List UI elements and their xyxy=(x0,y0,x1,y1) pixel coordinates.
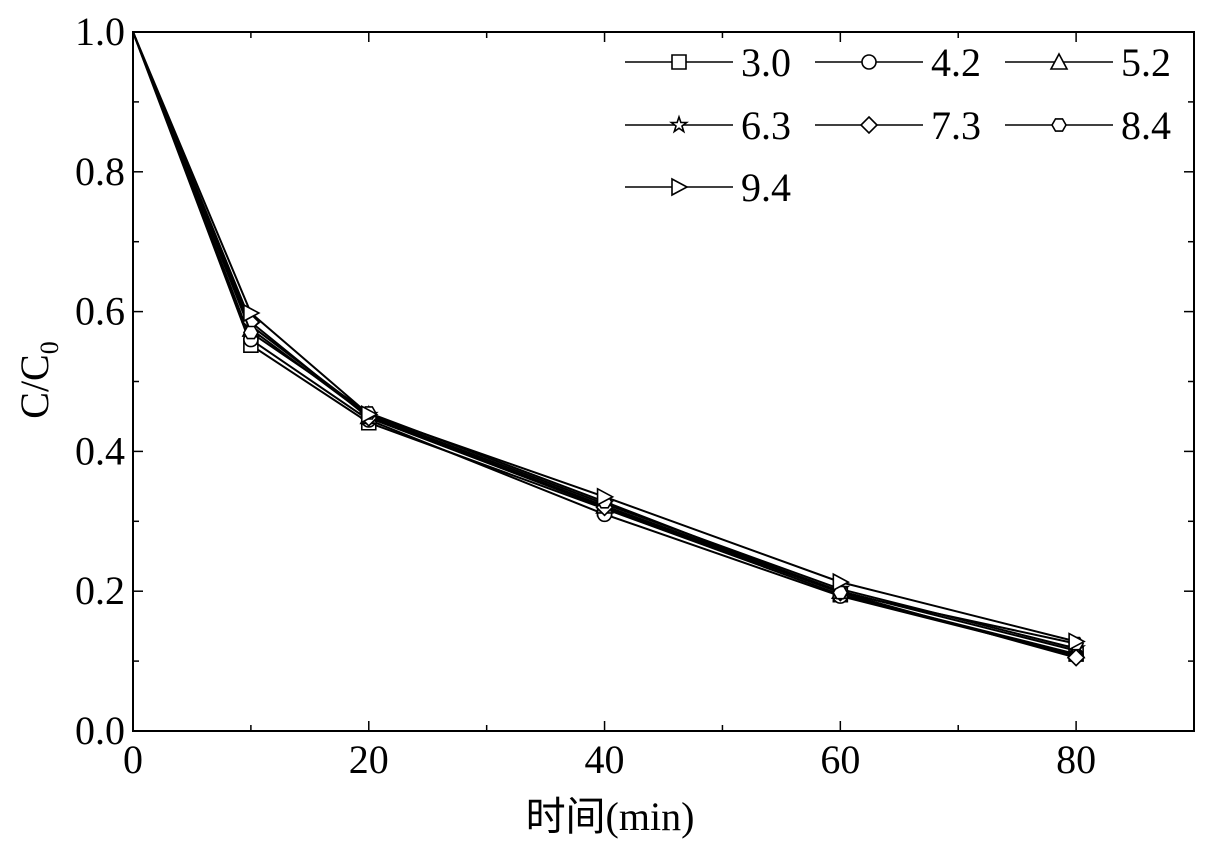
y-tick-label: 1.0 xyxy=(75,9,125,54)
y-tick-label: 0.4 xyxy=(75,428,125,473)
y-axis-label: C/C0 xyxy=(12,341,64,418)
legend-label: 6.3 xyxy=(741,103,791,148)
y-tick-label: 0.6 xyxy=(75,289,125,334)
legend-marker xyxy=(861,117,877,133)
y-tick-label: 0.2 xyxy=(75,568,125,613)
svg-text:C/C0: C/C0 xyxy=(12,341,64,418)
x-axis-label: 时间(min) xyxy=(526,794,695,839)
x-tick-label: 20 xyxy=(349,737,389,782)
legend-label: 9.4 xyxy=(741,165,791,210)
x-tick-label: 80 xyxy=(1056,737,1096,782)
x-tick-label: 0 xyxy=(123,737,143,782)
x-tick-label: 40 xyxy=(585,737,625,782)
legend-item: 9.4 xyxy=(625,165,791,210)
legend-item: 8.4 xyxy=(1005,103,1171,148)
legend-marker xyxy=(672,179,687,195)
legend-item: 5.2 xyxy=(1005,40,1171,85)
x-tick-label: 60 xyxy=(820,737,860,782)
legend-item: 7.3 xyxy=(815,103,981,148)
plot-frame xyxy=(133,32,1194,731)
legend-marker xyxy=(862,55,876,69)
legend-label: 3.0 xyxy=(741,40,791,85)
y-axis-label-sub: 0 xyxy=(35,341,64,354)
legend: 3.0 4.2 5.2 6.3 7.3 8.4 9.4 xyxy=(625,40,1171,210)
legend-marker xyxy=(671,117,686,132)
legend-item: 4.2 xyxy=(815,40,981,85)
y-axis-label-main: C/C xyxy=(12,354,57,418)
chart-container: 0 20 40 60 80 0.0 0.2 0.4 0.6 0.8 1.0 3.0 4.2 5.2 6.3… xyxy=(0,0,1210,854)
data-point xyxy=(244,327,258,339)
y-tick-label: 0.8 xyxy=(75,149,125,194)
legend-label: 5.2 xyxy=(1121,40,1171,85)
line-chart: 0 20 40 60 80 0.0 0.2 0.4 0.6 0.8 1.0 3.0 4.2 5.2 6.3… xyxy=(0,0,1210,854)
y-tick-label: 0.0 xyxy=(75,708,125,753)
legend-marker xyxy=(672,55,686,69)
legend-label: 4.2 xyxy=(931,40,981,85)
legend-label: 8.4 xyxy=(1121,103,1171,148)
legend-item: 3.0 xyxy=(625,40,791,85)
legend-label: 7.3 xyxy=(931,103,981,148)
legend-item: 6.3 xyxy=(625,103,791,148)
legend-marker xyxy=(1052,119,1066,131)
